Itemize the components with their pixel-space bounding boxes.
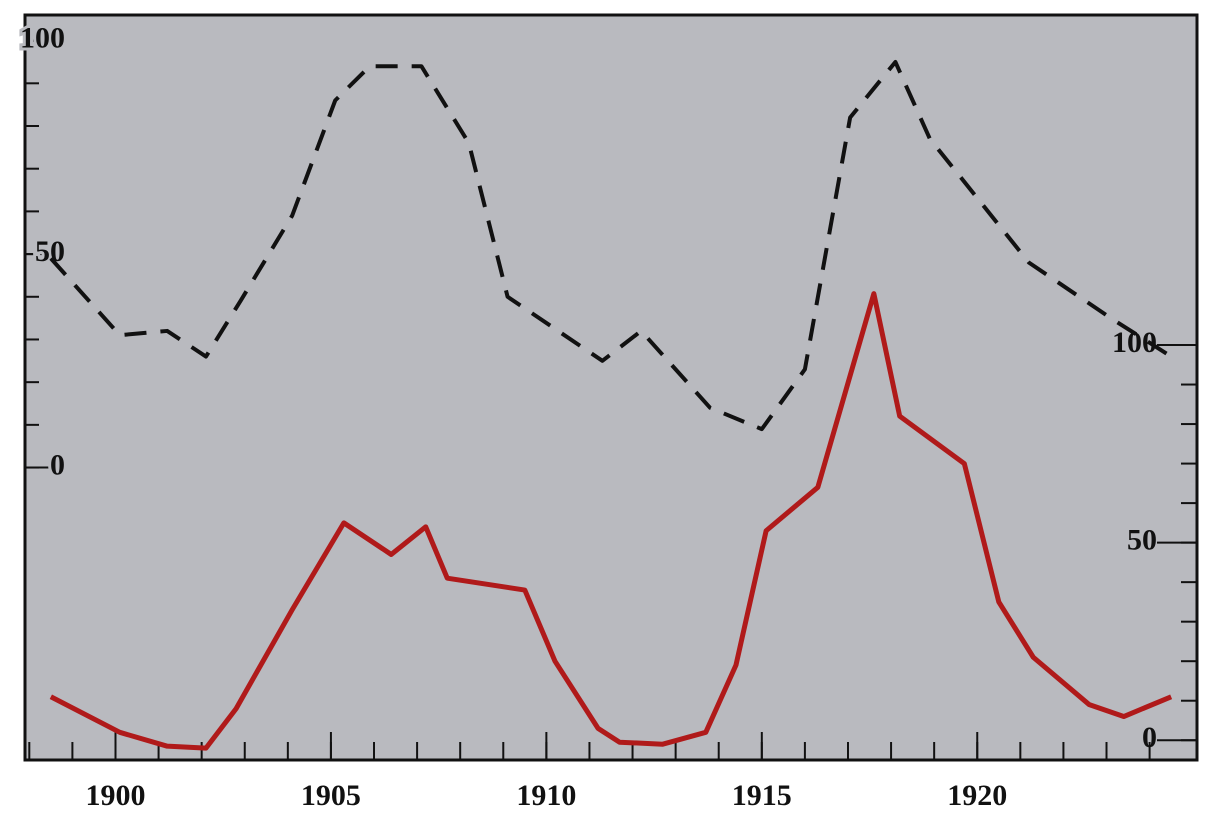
plot-area — [23, 13, 1199, 762]
y2-tick-label: 0 — [1142, 721, 1157, 754]
x-tick-label: 1905 — [301, 779, 361, 812]
y-tick-label: 0 — [50, 448, 65, 481]
x-tick-label: 1915 — [732, 779, 792, 812]
y-tick-label: 50 — [35, 235, 65, 268]
x-tick-label: 1900 — [85, 779, 145, 812]
y-tick-label: 100 — [20, 22, 65, 55]
y2-tick-label: 50 — [1127, 524, 1157, 557]
series-line — [49, 59, 1173, 432]
x-tick-label: 1910 — [516, 779, 576, 812]
series-line — [49, 291, 1173, 751]
x-tick-label: 1920 — [947, 779, 1007, 812]
